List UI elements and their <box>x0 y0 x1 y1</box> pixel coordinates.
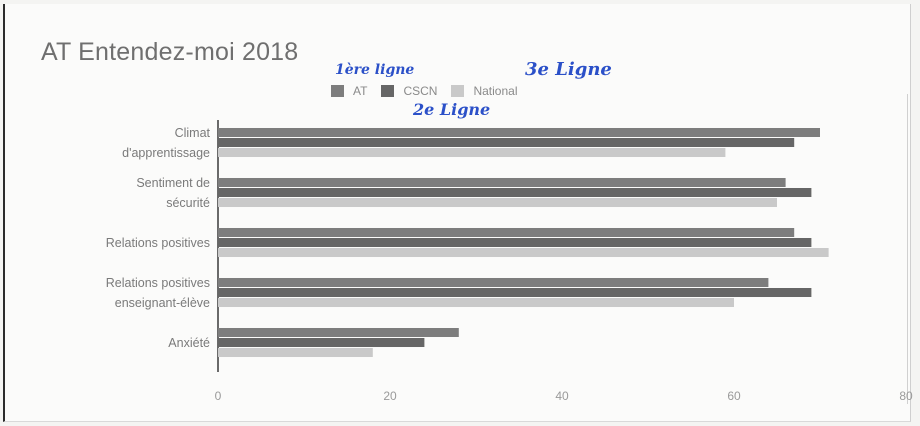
legend-item-national: National <box>451 84 518 98</box>
legend-swatch-at <box>331 85 344 97</box>
legend-label-at: AT <box>353 84 368 98</box>
bar-cscn-3 <box>218 288 812 297</box>
category-label-1-line-1: sécurité <box>166 196 210 210</box>
handwritten-annotation-third-line: 3e Ligne <box>525 59 612 80</box>
bar-at-2 <box>218 228 795 237</box>
bar-cscn-1 <box>218 188 812 197</box>
category-label-3-line-0: Relations positives <box>106 276 210 290</box>
legend-label-cscn: CSCN <box>403 84 438 98</box>
category-label-2-line-0: Relations positives <box>106 236 210 250</box>
bar-national-4 <box>218 348 373 357</box>
bar-national-1 <box>218 198 777 207</box>
legend-swatch-cscn <box>381 85 395 97</box>
legend-item-at: AT <box>331 84 367 98</box>
x-tick-label-0: 0 <box>215 389 222 403</box>
bar-cscn-0 <box>218 138 795 147</box>
plot-right-edge <box>907 94 908 404</box>
x-tick-label-60: 60 <box>727 389 741 403</box>
bar-cscn-2 <box>218 238 812 247</box>
bar-at-0 <box>218 128 820 137</box>
handwritten-annotation-first-line: 1ère ligne <box>335 62 415 78</box>
bar-national-3 <box>218 298 734 307</box>
category-label-4-line-0: Anxiété <box>168 336 210 350</box>
category-label-0-line-1: d'apprentissage <box>122 146 210 160</box>
category-label-3-line-1: enseignant-élève <box>115 296 210 310</box>
x-tick-label-40: 40 <box>555 389 569 403</box>
chart-frame: AT Entendez-moi 2018 AT CSCN National 1è… <box>3 4 911 422</box>
legend-swatch-national <box>451 85 465 97</box>
x-tick-label-20: 20 <box>383 389 397 403</box>
handwritten-annotation-second-line: 2e Ligne <box>413 100 491 119</box>
category-label-0-line-0: Climat <box>175 126 211 140</box>
legend-item-cscn: CSCN <box>381 84 437 98</box>
bar-at-3 <box>218 278 769 287</box>
bar-at-4 <box>218 328 459 337</box>
bar-cscn-4 <box>218 338 425 347</box>
chart-title: AT Entendez-moi 2018 <box>41 38 299 66</box>
bar-national-2 <box>218 248 829 257</box>
bar-at-1 <box>218 178 786 187</box>
category-label-1-line-0: Sentiment de <box>136 176 210 190</box>
bar-national-0 <box>218 148 726 157</box>
x-tick-label-80: 80 <box>899 389 913 403</box>
legend: AT CSCN National <box>331 84 518 98</box>
legend-label-national: National <box>473 84 518 98</box>
